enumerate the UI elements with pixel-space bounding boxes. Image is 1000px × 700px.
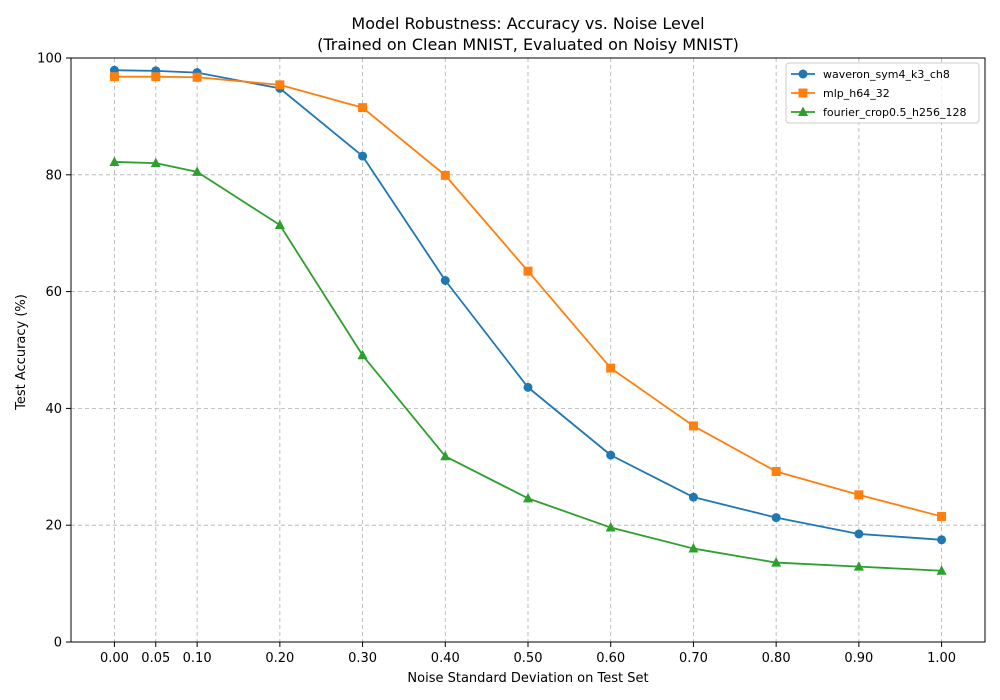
y-tick-label: 0 — [54, 636, 62, 651]
legend-box — [785, 62, 980, 124]
x-tick-label: 0.40 — [431, 651, 460, 666]
data-point — [771, 513, 781, 523]
x-tick-label: 0.05 — [141, 651, 170, 666]
legend-label: mlp_h64_32 — [823, 87, 890, 100]
series-line — [114, 161, 942, 572]
data-point — [192, 166, 203, 176]
data-point — [854, 529, 864, 539]
legend-item: fourier_crop0.5_h256_128 — [791, 106, 966, 119]
data-point — [688, 421, 698, 431]
data-point — [109, 72, 119, 82]
series-line — [114, 69, 942, 541]
x-tick-label: 0.70 — [679, 651, 708, 666]
x-tick-label: 0.10 — [183, 651, 212, 666]
data-point — [358, 151, 368, 161]
data-point — [854, 490, 864, 500]
x-tick-label: 0.90 — [844, 651, 873, 666]
y-axis-ticks: 0 20 40 60 80 100 — [37, 52, 71, 651]
series-2 — [109, 72, 947, 521]
data-point — [937, 511, 947, 521]
x-tick-label: 0.60 — [596, 651, 625, 666]
data-point — [150, 157, 161, 168]
data-point — [688, 492, 698, 502]
data-point — [109, 156, 120, 166]
y-tick-label: 20 — [45, 519, 62, 534]
data-point — [523, 492, 533, 503]
data-point — [151, 72, 161, 82]
plot-frame — [70, 57, 986, 643]
legend-label: fourier_crop0.5_h256_128 — [823, 106, 966, 119]
data-point — [606, 363, 616, 373]
legend-label: waveron_sym4_k3_ch8 — [823, 68, 950, 81]
data-point — [440, 450, 451, 461]
data-point — [605, 522, 616, 532]
legend-item: waveron_sym4_k3_ch8 — [791, 68, 950, 81]
chart-subtitle: (Trained on Clean MNIST, Evaluated on No… — [317, 35, 739, 54]
x-axis-ticks: 0.00 0.05 0.10 0.20 0.30 0.40 0.50 0.60 0.70 0.80… — [100, 642, 956, 666]
data-point — [606, 450, 616, 460]
legend-item: mlp_h64_32 — [791, 87, 890, 100]
data-point — [192, 72, 202, 82]
x-axis-label: Noise Standard Deviation on Test Set — [407, 671, 648, 686]
data-point — [440, 276, 450, 286]
grid — [71, 58, 985, 642]
y-tick-label: 80 — [45, 168, 62, 183]
chart-title: Model Robustness: Accuracy vs. Noise Lev… — [351, 14, 704, 33]
legend-marker — [798, 106, 808, 116]
data-point — [358, 103, 368, 113]
data-point — [523, 382, 533, 392]
data-point — [937, 535, 947, 545]
data-point — [936, 565, 947, 575]
data-point — [274, 219, 285, 230]
x-tick-label: 0.20 — [265, 651, 294, 666]
data-point — [357, 349, 368, 360]
data-point — [440, 170, 450, 180]
data-point — [523, 266, 533, 276]
y-axis-label: Test Accuracy (%) — [14, 294, 29, 411]
data-point — [771, 466, 781, 476]
legend-marker — [798, 88, 808, 98]
series-3 — [109, 156, 947, 575]
x-tick-label: 1.00 — [927, 651, 956, 666]
x-tick-label: 0.30 — [348, 651, 377, 666]
legend: waveron_sym4_k3_ch8 mlp_h64_32 fourier_cro… — [785, 62, 980, 124]
data-point — [275, 80, 285, 90]
x-tick-label: 0.50 — [514, 651, 543, 666]
data-point — [688, 543, 699, 553]
x-tick-label: 0.00 — [100, 651, 129, 666]
data-point — [853, 561, 864, 571]
legend-marker — [798, 69, 808, 79]
series-layer — [109, 65, 947, 575]
y-tick-label: 40 — [45, 402, 62, 417]
y-tick-label: 100 — [37, 52, 62, 67]
x-tick-label: 0.80 — [762, 651, 791, 666]
data-point — [771, 557, 782, 567]
y-tick-label: 60 — [45, 285, 62, 300]
series-line — [114, 75, 942, 518]
